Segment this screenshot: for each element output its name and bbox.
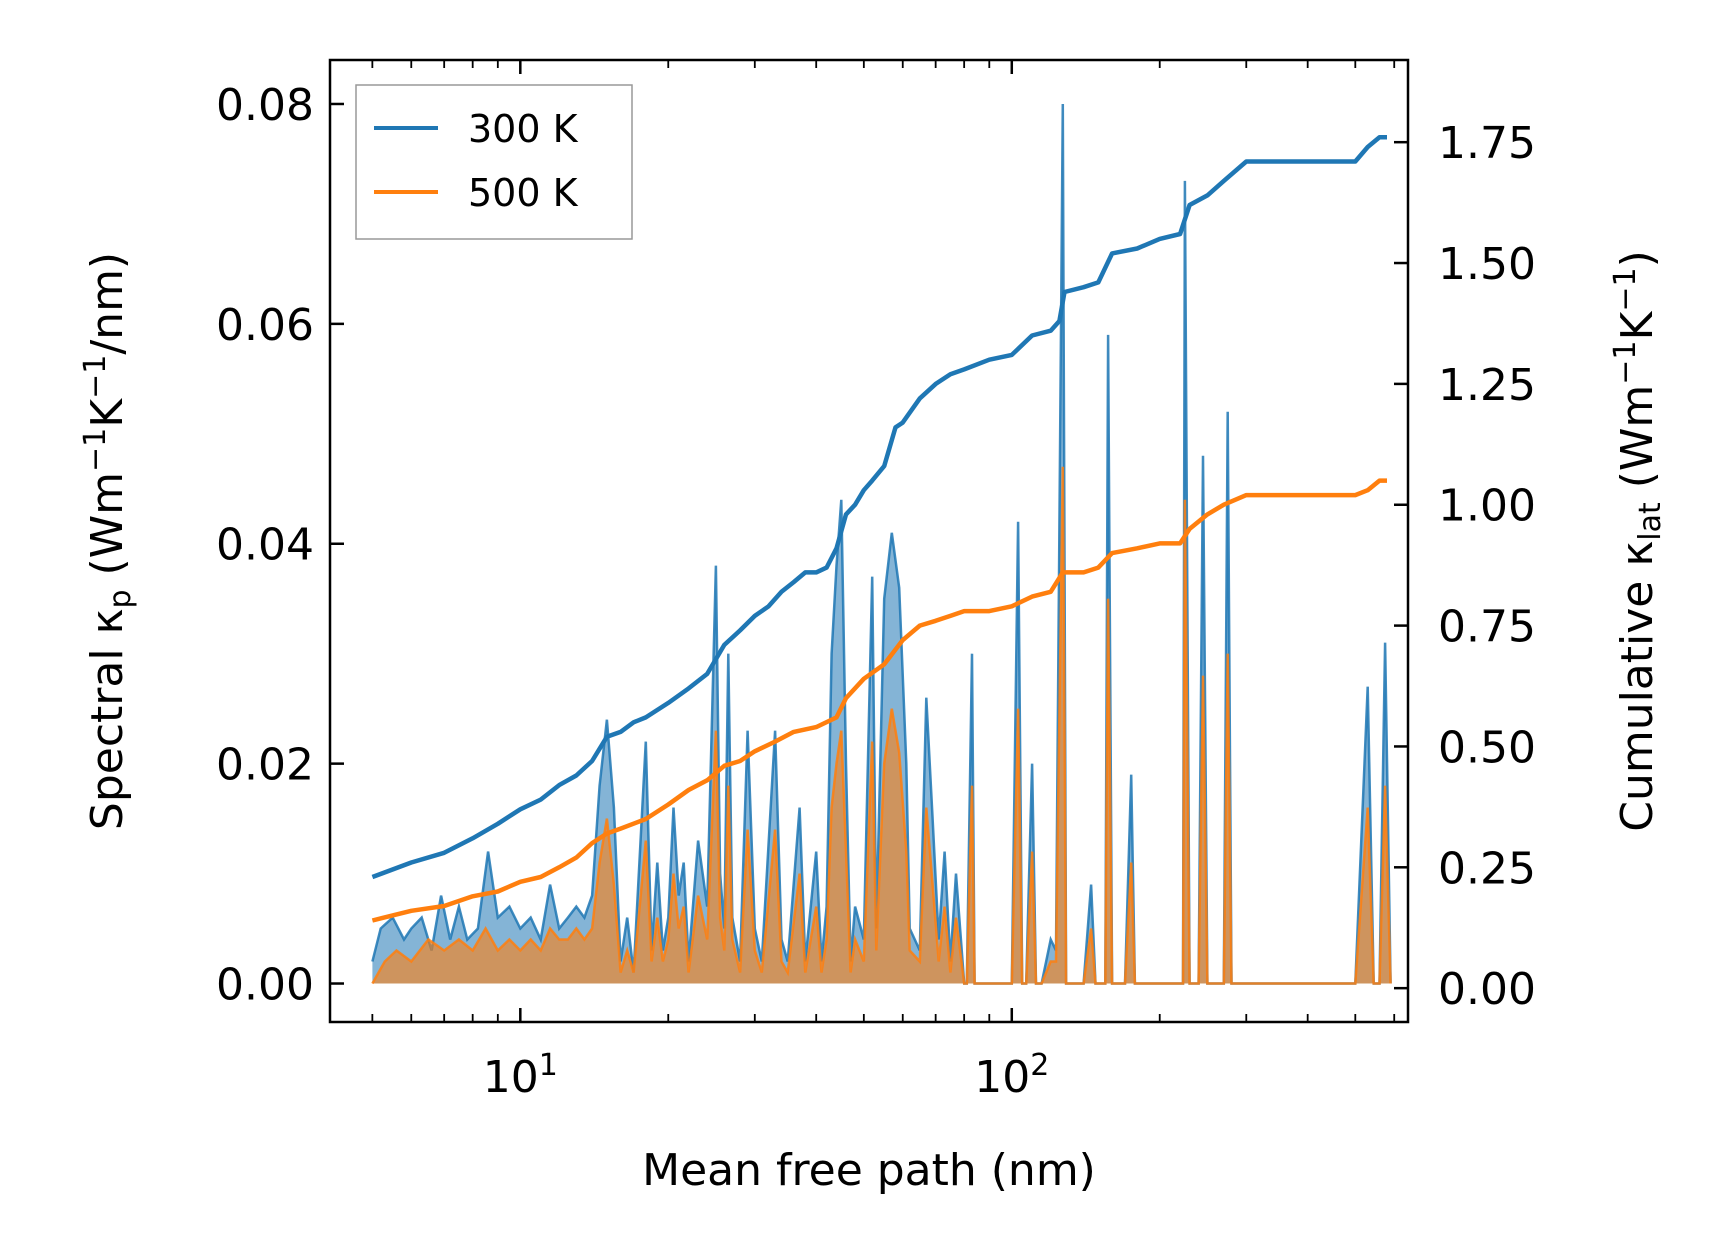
y-right-tick-label: 0.00 [1438, 964, 1536, 1015]
y-left-tick-label: 0.02 [216, 740, 314, 791]
legend-label-500k: 500 K [468, 171, 579, 215]
legend-box [355, 84, 633, 240]
y-left-tick-label: 0.04 [216, 520, 314, 571]
cumulative-line-500k [371, 478, 1387, 923]
legend-label-300k: 300 K [468, 107, 579, 151]
x-tick-label: 102 [974, 1048, 1049, 1104]
y-left-tick-label: 0.08 [216, 80, 314, 131]
y-right-tick-label: 1.75 [1438, 118, 1536, 169]
y-right-tick-label: 0.50 [1438, 722, 1536, 773]
cumulative-layer [371, 135, 1387, 923]
x-axis-title: Mean free path (nm) [642, 1145, 1096, 1196]
x-tick-label: 101 [483, 1048, 558, 1104]
y-right-tick-label: 1.25 [1438, 360, 1536, 411]
spectral-layer [371, 103, 1392, 985]
y-left-tick-label: 0.06 [216, 300, 314, 351]
spectral-line-500k [371, 466, 1392, 985]
y-right-tick-label: 1.00 [1438, 481, 1536, 532]
plot-frame [328, 58, 1410, 1024]
y-right-tick-label: 1.50 [1438, 239, 1536, 290]
y-right-tick-label: 0.25 [1438, 843, 1536, 894]
cumulative-line-300k [371, 135, 1387, 880]
y-right-tick-label: 0.75 [1438, 602, 1536, 653]
y-axis-title-right: Cumulative κlat (Wm−1K−1) [1608, 250, 1669, 832]
legend: 300 K 500 K [355, 84, 633, 240]
ticks-layer: 0.00 0.02 0.04 0.06 0.08 0.00 0.25 0.50 0.75 1.00… [216, 60, 1536, 1103]
y-left-tick-label: 0.00 [216, 960, 314, 1011]
y-axis-title-left: Spectral κp (Wm−1K−1/nm) [78, 252, 139, 830]
